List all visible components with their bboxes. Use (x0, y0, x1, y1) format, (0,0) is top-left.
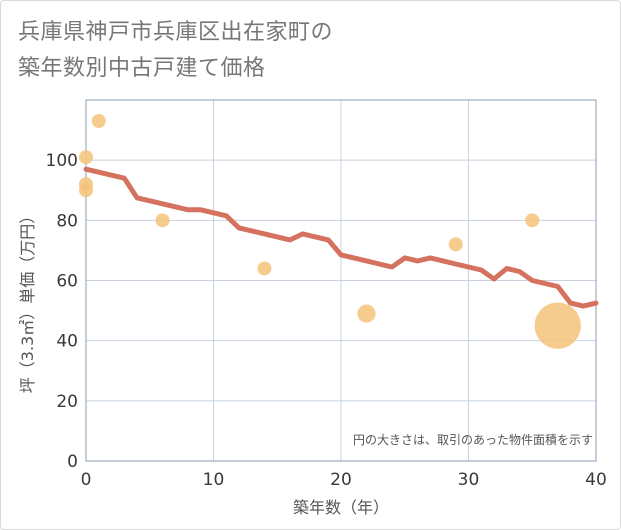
tick-labels: 0 20 40 60 80 100 0 10 20 30 40 (46, 151, 607, 490)
x-tick-label: 30 (458, 470, 480, 490)
scatter-point (91, 114, 106, 129)
trend-line (83, 166, 599, 309)
y-tick-label: 60 (56, 272, 78, 292)
title-line-1: 兵庫県神戸市兵庫区出在家町の (18, 20, 334, 45)
x-tick-label: 10 (203, 470, 225, 490)
y-tick-label: 100 (46, 151, 78, 171)
scatter-point (534, 302, 581, 349)
y-tick-label: 0 (67, 452, 78, 472)
grid (85, 100, 597, 462)
x-tick-label: 0 (81, 470, 92, 490)
chart-title: 兵庫県神戸市兵庫区出在家町の 築年数別中古戸建て価格 (18, 15, 578, 87)
scatter-point (357, 304, 376, 323)
y-tick-label: 80 (56, 211, 78, 231)
plot-frame (85, 99, 597, 462)
x-tick-label: 20 (330, 470, 352, 490)
scatter-point (525, 213, 540, 228)
x-tick-label: 40 (585, 470, 607, 490)
scatter-point (79, 183, 93, 198)
scatter-point (79, 150, 93, 165)
y-tick-label: 40 (56, 332, 78, 352)
x-axis-label: 築年数（年） (293, 498, 389, 517)
scatter-point (257, 261, 272, 276)
bubble-size-note: 円の大きさは、取引のあった物件面積を示す (353, 432, 593, 447)
scatter-points (79, 114, 581, 349)
scatter-point (155, 213, 170, 228)
scatter-point (448, 237, 463, 252)
title-line-2: 築年数別中古戸建て価格 (18, 56, 266, 81)
y-tick-label: 20 (56, 392, 78, 412)
y-axis-label: 坪（3.3㎡）単価（万円） (18, 208, 37, 393)
